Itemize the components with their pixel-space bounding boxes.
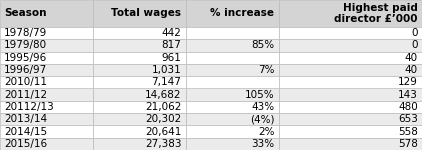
- Bar: [0, 113, 93, 125]
- Bar: [186, 52, 279, 64]
- Bar: [93, 0, 186, 27]
- Bar: [93, 113, 186, 125]
- Bar: [93, 64, 186, 76]
- Bar: [279, 76, 422, 88]
- Text: 33%: 33%: [251, 139, 274, 149]
- Text: 129: 129: [398, 77, 418, 87]
- Text: 1,031: 1,031: [152, 65, 181, 75]
- Text: 0: 0: [411, 28, 418, 38]
- Text: Season: Season: [4, 9, 47, 18]
- Bar: [0, 27, 93, 39]
- Text: 1978/79: 1978/79: [4, 28, 47, 38]
- Text: 1995/96: 1995/96: [4, 53, 47, 63]
- Bar: [0, 39, 93, 52]
- Text: Total wages: Total wages: [111, 9, 181, 18]
- Bar: [279, 138, 422, 150]
- Bar: [279, 64, 422, 76]
- Bar: [0, 88, 93, 101]
- Bar: [279, 39, 422, 52]
- Bar: [93, 138, 186, 150]
- Bar: [186, 113, 279, 125]
- Bar: [279, 125, 422, 138]
- Bar: [0, 0, 93, 27]
- Text: 27,383: 27,383: [145, 139, 181, 149]
- Text: 21,062: 21,062: [145, 102, 181, 112]
- Text: 2013/14: 2013/14: [4, 114, 47, 124]
- Text: 442: 442: [162, 28, 181, 38]
- Bar: [93, 76, 186, 88]
- Bar: [186, 101, 279, 113]
- Bar: [279, 27, 422, 39]
- Text: 961: 961: [162, 53, 181, 63]
- Bar: [186, 125, 279, 138]
- Text: (4%): (4%): [250, 114, 274, 124]
- Text: 0: 0: [411, 40, 418, 50]
- Bar: [279, 0, 422, 27]
- Text: 40: 40: [405, 53, 418, 63]
- Bar: [186, 27, 279, 39]
- Bar: [0, 52, 93, 64]
- Bar: [186, 39, 279, 52]
- Text: 40: 40: [405, 65, 418, 75]
- Text: 20112/13: 20112/13: [4, 102, 54, 112]
- Text: 85%: 85%: [251, 40, 274, 50]
- Text: 105%: 105%: [245, 90, 274, 100]
- Bar: [279, 113, 422, 125]
- Text: 653: 653: [398, 114, 418, 124]
- Text: 1996/97: 1996/97: [4, 65, 47, 75]
- Bar: [186, 76, 279, 88]
- Bar: [186, 88, 279, 101]
- Text: 2014/15: 2014/15: [4, 127, 47, 136]
- Bar: [93, 101, 186, 113]
- Text: 480: 480: [398, 102, 418, 112]
- Text: 2%: 2%: [258, 127, 274, 136]
- Bar: [0, 101, 93, 113]
- Bar: [0, 64, 93, 76]
- Text: 43%: 43%: [251, 102, 274, 112]
- Text: Highest paid
director £’000: Highest paid director £’000: [334, 3, 418, 24]
- Text: 2015/16: 2015/16: [4, 139, 47, 149]
- Text: 20,641: 20,641: [145, 127, 181, 136]
- Text: 14,682: 14,682: [145, 90, 181, 100]
- Bar: [93, 88, 186, 101]
- Text: 7%: 7%: [258, 65, 274, 75]
- Bar: [0, 76, 93, 88]
- Bar: [186, 0, 279, 27]
- Text: 2011/12: 2011/12: [4, 90, 47, 100]
- Text: 7,147: 7,147: [151, 77, 181, 87]
- Bar: [279, 101, 422, 113]
- Text: 1979/80: 1979/80: [4, 40, 47, 50]
- Text: 20,302: 20,302: [145, 114, 181, 124]
- Text: 558: 558: [398, 127, 418, 136]
- Bar: [0, 125, 93, 138]
- Bar: [0, 138, 93, 150]
- Text: 817: 817: [162, 40, 181, 50]
- Bar: [186, 64, 279, 76]
- Bar: [93, 125, 186, 138]
- Bar: [279, 88, 422, 101]
- Bar: [93, 52, 186, 64]
- Text: % increase: % increase: [210, 9, 274, 18]
- Text: 2010/11: 2010/11: [4, 77, 47, 87]
- Bar: [93, 39, 186, 52]
- Text: 578: 578: [398, 139, 418, 149]
- Bar: [279, 52, 422, 64]
- Bar: [186, 138, 279, 150]
- Bar: [93, 27, 186, 39]
- Text: 143: 143: [398, 90, 418, 100]
